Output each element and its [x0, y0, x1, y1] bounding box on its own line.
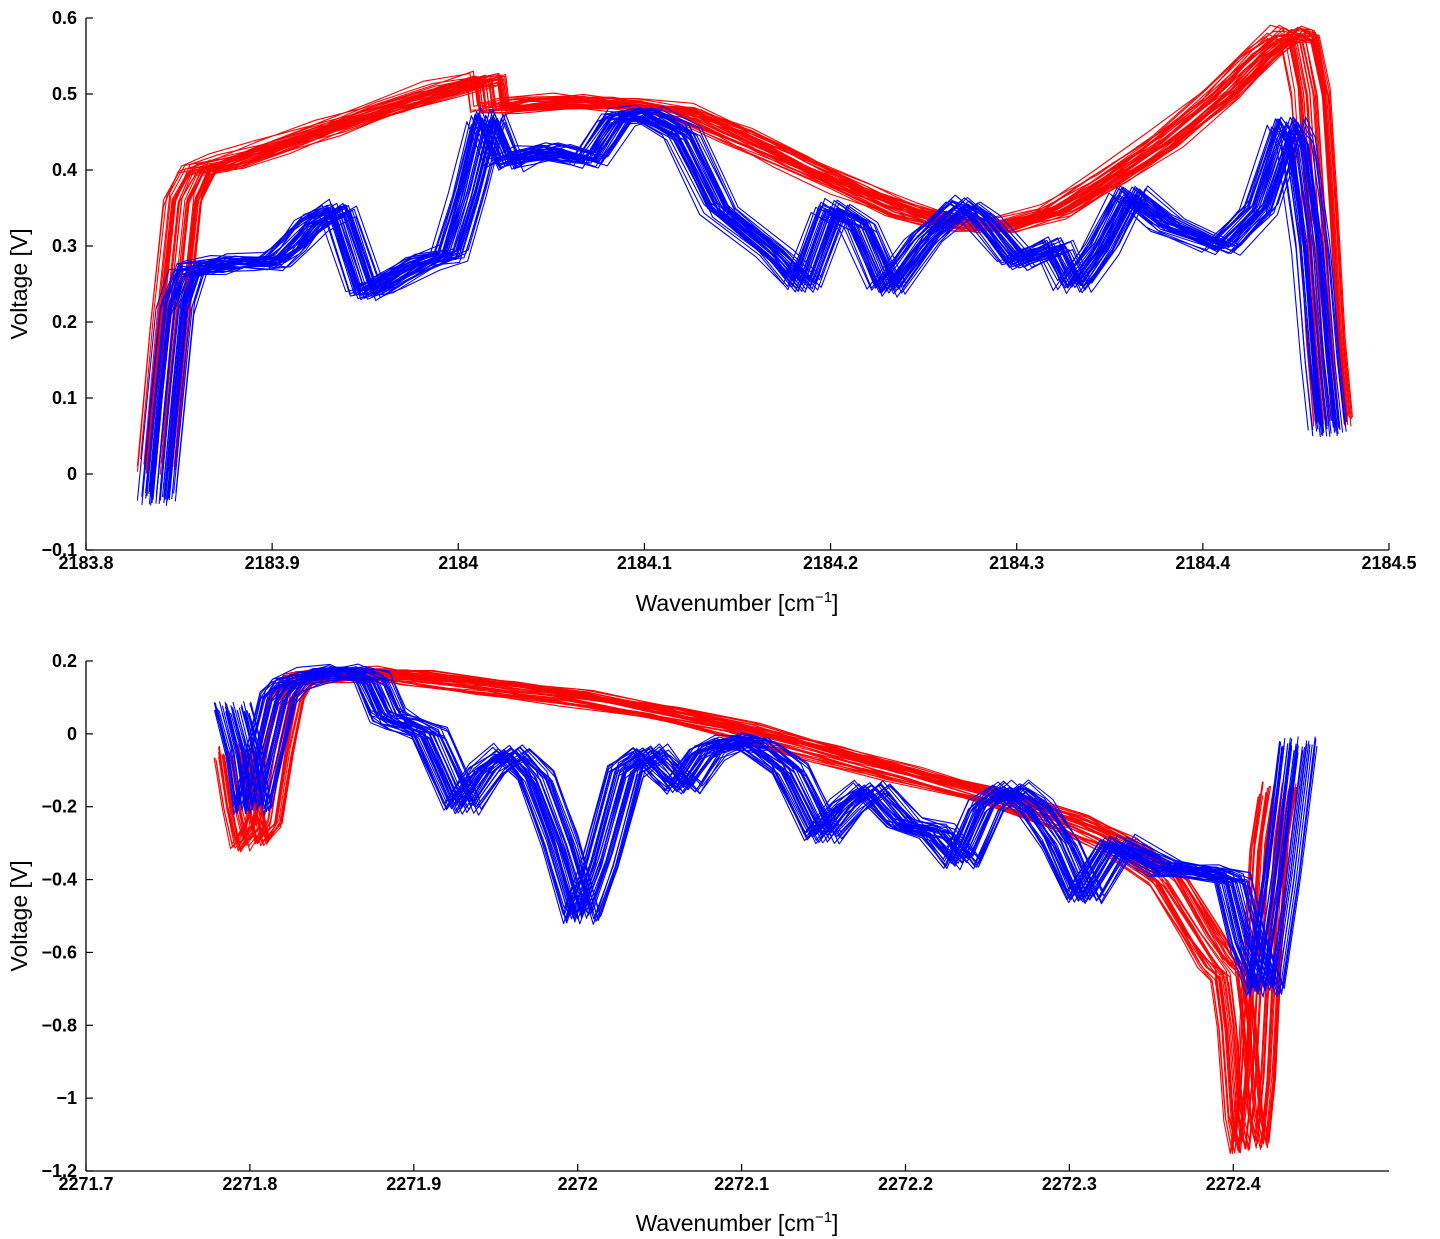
y-axis-label-top: Voltage [V]: [6, 228, 32, 339]
trace-line: [167, 108, 1340, 498]
y-tick-label: 0.1: [52, 388, 77, 408]
x-tick-label: 2271.8: [222, 1174, 277, 1194]
x-tick-label: 2271.7: [58, 1174, 113, 1194]
x-tick-label: 2184.5: [1361, 553, 1416, 573]
x-tick-label: 2272.3: [1042, 1174, 1097, 1194]
y-tick-label: −0.1: [41, 540, 77, 560]
series-red: [136, 24, 1354, 475]
trace-line: [140, 24, 1318, 460]
y-tick-label: −0.8: [41, 1015, 77, 1035]
trace-line: [214, 663, 1282, 982]
series-layer-bottom: [213, 663, 1318, 1155]
trace-line: [248, 675, 1316, 993]
y-tick-label: 0.5: [52, 84, 77, 104]
y-axis-label-bottom: Voltage [V]: [6, 860, 32, 971]
trace-line: [249, 667, 1316, 986]
x-tick-label: 2184.4: [1175, 553, 1230, 573]
trace-line: [173, 109, 1345, 494]
trace-line: [175, 106, 1348, 493]
y-tick-label: −0.6: [41, 942, 77, 962]
trace-line: [246, 674, 1313, 996]
trace-line: [136, 38, 1315, 472]
y-tick-label: −1.2: [41, 1161, 77, 1181]
plot-area-top: [86, 18, 1389, 550]
trace-line: [236, 671, 1304, 992]
x-tick-label: 2183.9: [245, 553, 300, 573]
trace-line: [167, 26, 1346, 460]
y-tick-label: 0: [67, 724, 77, 744]
axes-top: 2183.8 2183.9 2184 2184.1 2184.2 2184.3 2184.4…: [41, 8, 1416, 573]
trace-line: [249, 676, 1295, 1145]
x-axis-label-top: Wavenumber [cm−1]: [636, 589, 839, 616]
x-axis-label-text: Wavenumber [cm: [636, 590, 815, 616]
trace-line: [251, 670, 1297, 1144]
x-axis-label-superscript: −1: [815, 1209, 832, 1226]
x-tick-label: 2272.2: [878, 1174, 933, 1194]
y-tick-label: 0.3: [52, 236, 77, 256]
series-blue: [136, 104, 1348, 506]
trace-line: [218, 671, 1285, 986]
y-tick-label: 0.2: [52, 651, 77, 671]
chart-bottom: 2271.7 2271.8 2271.9 2272 2272.1 2272.2 2272.3…: [6, 651, 1389, 1236]
x-tick-label: 2271.9: [386, 1174, 441, 1194]
x-tick-label: 2184.3: [989, 553, 1044, 573]
y-tick-label: −0.2: [41, 797, 77, 817]
x-axis-label-suffix: ]: [832, 1210, 838, 1236]
series-layer-top: [136, 24, 1354, 506]
y-tick-label: 0.6: [52, 8, 77, 28]
trace-line: [151, 117, 1324, 504]
x-tick-label: 2183.8: [58, 553, 113, 573]
trace-line: [232, 668, 1299, 984]
x-tick-label: 2184.2: [803, 553, 858, 573]
trace-line: [240, 667, 1308, 983]
trace-line: [163, 116, 1336, 498]
trace-line: [225, 668, 1293, 990]
x-tick-label: 2272.4: [1206, 1174, 1261, 1194]
y-tick-label: −1: [56, 1088, 77, 1108]
trace-line: [165, 116, 1338, 506]
x-axis-label-text: Wavenumber [cm: [636, 1210, 815, 1236]
trace-line: [168, 27, 1346, 461]
trace-line: [229, 670, 1275, 1140]
x-axis-label-suffix: ]: [832, 590, 838, 616]
y-tick-label: −0.4: [41, 870, 77, 890]
trace-line: [248, 677, 1315, 995]
x-axis-label-bottom: Wavenumber [cm−1]: [636, 1209, 839, 1236]
trace-line: [170, 34, 1348, 469]
trace-line: [168, 33, 1346, 467]
trace-line: [158, 118, 1331, 505]
x-tick-label: 2272: [558, 1174, 598, 1194]
trace-line: [162, 107, 1335, 489]
series-blue: [213, 663, 1318, 998]
trace-line: [168, 28, 1347, 463]
x-axis-label-superscript: −1: [815, 589, 832, 606]
trace-line: [174, 116, 1347, 502]
x-tick-label: 2184: [438, 553, 478, 573]
x-tick-label: 2184.1: [617, 553, 672, 573]
y-tick-label: 0: [67, 464, 77, 484]
y-tick-label: 0.2: [52, 312, 77, 332]
trace-line: [239, 671, 1285, 1149]
axes-bottom: 2271.7 2271.8 2271.9 2272 2272.1 2272.2 2272.3…: [41, 651, 1389, 1194]
chart-top: 2183.8 2183.9 2184 2184.1 2184.2 2184.3 2184.4…: [6, 8, 1417, 616]
x-tick-label: 2272.1: [714, 1174, 769, 1194]
y-tick-label: 0.4: [52, 160, 77, 180]
